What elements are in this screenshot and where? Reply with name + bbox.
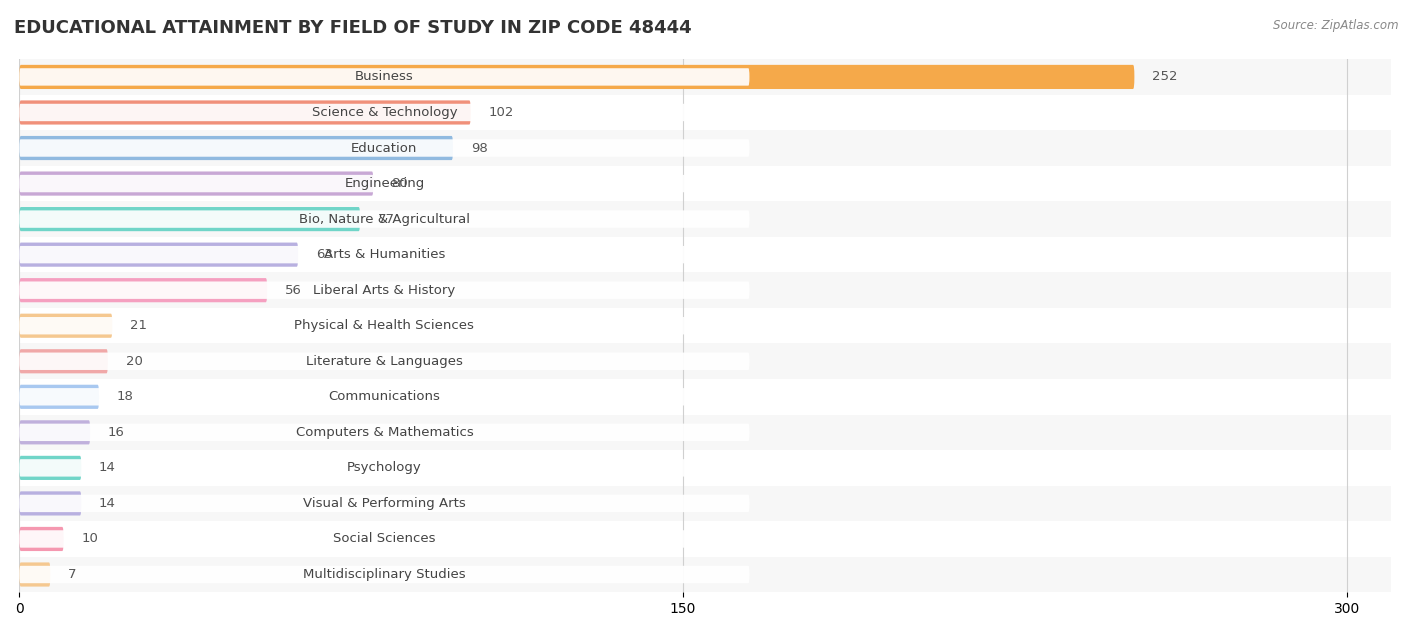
FancyBboxPatch shape: [20, 420, 90, 444]
Bar: [20, 521, 1391, 557]
FancyBboxPatch shape: [20, 242, 298, 267]
Bar: [20, 95, 1391, 130]
FancyBboxPatch shape: [20, 314, 112, 338]
FancyBboxPatch shape: [20, 527, 63, 551]
Text: Visual & Performing Arts: Visual & Performing Arts: [304, 497, 465, 510]
Text: Multidisciplinary Studies: Multidisciplinary Studies: [304, 568, 465, 581]
FancyBboxPatch shape: [20, 492, 82, 516]
Text: Science & Technology: Science & Technology: [312, 106, 457, 119]
Bar: [20, 486, 1391, 521]
FancyBboxPatch shape: [20, 495, 749, 512]
FancyBboxPatch shape: [20, 562, 51, 587]
Text: 14: 14: [98, 461, 115, 475]
FancyBboxPatch shape: [20, 65, 1135, 89]
Bar: [20, 415, 1391, 450]
Text: Liberal Arts & History: Liberal Arts & History: [314, 284, 456, 297]
Text: 56: 56: [285, 284, 302, 297]
Text: 80: 80: [391, 177, 408, 190]
Text: Bio, Nature & Agricultural: Bio, Nature & Agricultural: [299, 213, 470, 226]
Bar: [20, 379, 1391, 415]
Text: Literature & Languages: Literature & Languages: [307, 355, 463, 368]
Bar: [20, 450, 1391, 486]
Text: 10: 10: [82, 533, 98, 545]
Bar: [20, 343, 1391, 379]
Bar: [20, 237, 1391, 273]
FancyBboxPatch shape: [20, 456, 82, 480]
Text: Physical & Health Sciences: Physical & Health Sciences: [294, 319, 474, 333]
Text: 20: 20: [125, 355, 142, 368]
Text: Social Sciences: Social Sciences: [333, 533, 436, 545]
FancyBboxPatch shape: [20, 246, 749, 263]
FancyBboxPatch shape: [20, 349, 108, 374]
Text: 14: 14: [98, 497, 115, 510]
FancyBboxPatch shape: [20, 281, 749, 299]
FancyBboxPatch shape: [20, 530, 749, 548]
Text: 63: 63: [316, 248, 333, 261]
Text: Computers & Mathematics: Computers & Mathematics: [295, 426, 474, 439]
FancyBboxPatch shape: [20, 210, 749, 228]
Bar: [20, 166, 1391, 201]
FancyBboxPatch shape: [20, 136, 453, 160]
Bar: [20, 308, 1391, 343]
FancyBboxPatch shape: [20, 317, 749, 334]
Text: 7: 7: [67, 568, 76, 581]
Text: Psychology: Psychology: [347, 461, 422, 475]
FancyBboxPatch shape: [20, 566, 749, 583]
FancyBboxPatch shape: [20, 423, 749, 441]
FancyBboxPatch shape: [20, 68, 749, 86]
Text: 16: 16: [108, 426, 125, 439]
FancyBboxPatch shape: [20, 175, 749, 192]
Text: 98: 98: [471, 141, 488, 155]
FancyBboxPatch shape: [20, 103, 749, 121]
FancyBboxPatch shape: [20, 139, 749, 156]
FancyBboxPatch shape: [20, 172, 374, 196]
Bar: [20, 557, 1391, 593]
FancyBboxPatch shape: [20, 385, 98, 409]
Text: Communications: Communications: [329, 391, 440, 403]
Text: 77: 77: [378, 213, 395, 226]
Bar: [20, 130, 1391, 166]
Bar: [20, 273, 1391, 308]
Text: 102: 102: [488, 106, 513, 119]
FancyBboxPatch shape: [20, 100, 471, 124]
Bar: [20, 59, 1391, 95]
Text: Arts & Humanities: Arts & Humanities: [323, 248, 446, 261]
FancyBboxPatch shape: [20, 278, 267, 302]
FancyBboxPatch shape: [20, 207, 360, 231]
Bar: [20, 201, 1391, 237]
Text: EDUCATIONAL ATTAINMENT BY FIELD OF STUDY IN ZIP CODE 48444: EDUCATIONAL ATTAINMENT BY FIELD OF STUDY…: [14, 19, 692, 37]
Text: 18: 18: [117, 391, 134, 403]
FancyBboxPatch shape: [20, 459, 749, 476]
Text: Education: Education: [352, 141, 418, 155]
Text: Engineering: Engineering: [344, 177, 425, 190]
Text: 21: 21: [129, 319, 148, 333]
FancyBboxPatch shape: [20, 353, 749, 370]
Text: Business: Business: [356, 71, 413, 83]
Text: 252: 252: [1152, 71, 1178, 83]
FancyBboxPatch shape: [20, 388, 749, 406]
Text: Source: ZipAtlas.com: Source: ZipAtlas.com: [1274, 19, 1399, 32]
